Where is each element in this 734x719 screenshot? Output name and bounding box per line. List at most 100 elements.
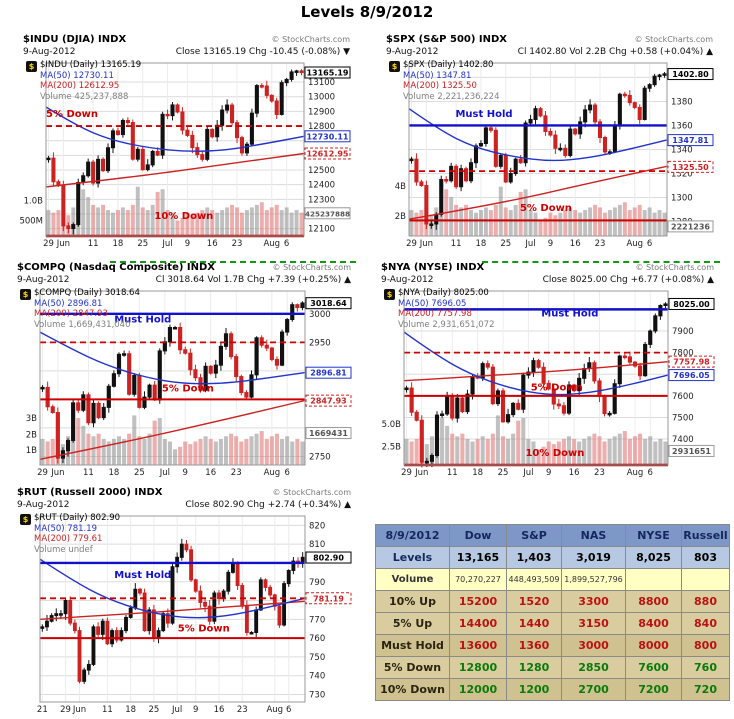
- stockcharts-watermark-icon: $: [20, 289, 31, 300]
- svg-text:18: 18: [113, 239, 124, 249]
- level-label: Must Hold: [114, 314, 171, 325]
- level-value: [681, 568, 730, 591]
- svg-text:Aug: Aug: [263, 239, 280, 249]
- row-label: 5% Up: [375, 612, 450, 635]
- svg-text:Jun: Jun: [50, 468, 64, 478]
- chart-header: $SPX (S&P 500) INDX © StockCharts.com 9-…: [383, 33, 716, 59]
- svg-text:4B: 4B: [395, 182, 406, 192]
- chart-plot-area: Must Hold 5% Down 10% Down 7900 7800 7600 7500…: [378, 287, 717, 478]
- chart-header: $INDU (DJIA) INDX © StockCharts.com 9-Au…: [20, 33, 353, 59]
- svg-text:16: 16: [569, 468, 580, 478]
- svg-text:1669431: 1669431: [309, 429, 348, 438]
- level-value: 880: [681, 590, 730, 613]
- svg-text:12500: 12500: [308, 166, 335, 176]
- candles: [404, 302, 668, 468]
- svg-text:730: 730: [309, 690, 325, 700]
- level-value: [625, 568, 682, 591]
- chart-indu: $INDU (DJIA) INDX © StockCharts.com 9-Au…: [20, 33, 353, 249]
- level-value: 3300: [561, 590, 626, 613]
- level-label: 5% Down: [46, 109, 98, 120]
- svg-text:8025.00: 8025.00: [673, 300, 710, 309]
- svg-text:1325.50: 1325.50: [672, 163, 709, 172]
- svg-text:7900: 7900: [672, 327, 694, 337]
- svg-text:29: 29: [37, 468, 48, 478]
- svg-text:750: 750: [309, 653, 325, 663]
- svg-text:18: 18: [472, 468, 483, 478]
- svg-text:9: 9: [183, 468, 188, 478]
- chart-symbol: $RUT (Russell 2000) INDX: [17, 487, 163, 498]
- svg-text:18: 18: [108, 468, 119, 478]
- right-axis-labels: 7900 7800 7600 7500 7400: [672, 327, 694, 445]
- candles: [46, 69, 304, 235]
- svg-text:7757.98: 7757.98: [673, 358, 710, 367]
- level-value: 720: [681, 678, 730, 701]
- svg-text:Jun: Jun: [414, 468, 428, 478]
- table-row: Volume 70,270,227 448,493,509 1,899,527,796: [375, 568, 730, 591]
- chart-stats: Close 802.90 Chg +2.74 (+0.34%) ▲: [185, 500, 351, 510]
- chart-date: 9-Aug-2012: [23, 47, 76, 57]
- level-value: 800: [681, 634, 730, 657]
- svg-text:12730.11: 12730.11: [306, 132, 348, 141]
- chart-symbol: $INDU (DJIA) INDX: [23, 34, 127, 45]
- left-axis-labels: 3B 2B 1B: [26, 414, 37, 456]
- svg-text:6: 6: [284, 468, 289, 478]
- level-value: 8400: [625, 612, 682, 635]
- chart-symbol: $SPX (S&P 500) INDX: [386, 34, 508, 45]
- svg-text:Aug: Aug: [626, 239, 643, 249]
- svg-text:21: 21: [37, 705, 48, 715]
- svg-text:802.90: 802.90: [313, 554, 344, 563]
- svg-text:25: 25: [137, 239, 148, 249]
- last-value-boxes: 8025.00 7757.98 7696.05 2931651: [668, 297, 715, 457]
- ma200-line: [39, 399, 306, 460]
- stockcharts-credit: © StockCharts.com: [634, 35, 713, 44]
- svg-text:820: 820: [309, 521, 325, 531]
- svg-text:25: 25: [500, 239, 511, 249]
- svg-text:790: 790: [309, 578, 325, 588]
- svg-text:760: 760: [309, 634, 325, 644]
- ma200-line: [403, 361, 669, 382]
- last-value-boxes: 13165.19 12730.11 12612.95 425237888: [304, 66, 351, 220]
- chart-symbol: $NYA (NYSE) INDX: [381, 262, 485, 273]
- svg-text:2896.81: 2896.81: [310, 369, 347, 378]
- table-row: Must Hold 13600 1360 3000 8000 800: [375, 634, 730, 657]
- svg-text:Aug: Aug: [264, 468, 281, 478]
- svg-text:12100: 12100: [308, 225, 335, 235]
- compq-svg: Must Hold 5% Down 3000 2950 2750 3018.64 2896.…: [26, 290, 352, 478]
- level-label: 5% Down: [162, 383, 214, 394]
- level-label: 5% Down: [531, 382, 583, 393]
- stockcharts-credit: © StockCharts.com: [272, 263, 351, 272]
- svg-text:1320: 1320: [671, 170, 693, 180]
- row-label: 5% Down: [375, 656, 450, 679]
- column-header: Dow: [449, 524, 507, 547]
- chart-header: $RUT (Russell 2000) INDX © StockCharts.c…: [14, 486, 354, 512]
- chart-date: 9-Aug-2012: [17, 500, 70, 510]
- svg-text:2.5B: 2.5B: [382, 443, 402, 453]
- svg-text:425237888: 425237888: [305, 209, 350, 218]
- row-label: Volume: [375, 568, 450, 591]
- svg-text:6: 6: [284, 239, 289, 249]
- column-header: NYSE: [625, 524, 682, 547]
- svg-text:1380: 1380: [671, 97, 693, 107]
- ma200-line: [45, 152, 305, 188]
- svg-text:1.0B: 1.0B: [24, 197, 44, 207]
- svg-text:9: 9: [185, 239, 190, 249]
- svg-text:13165.19: 13165.19: [306, 69, 348, 78]
- svg-text:Aug: Aug: [627, 468, 644, 478]
- svg-text:1300: 1300: [671, 194, 693, 204]
- svg-text:16: 16: [570, 239, 581, 249]
- nya-svg: Must Hold 5% Down 10% Down 7900 7800 7600 7500…: [382, 290, 715, 478]
- last-value-boxes: 3018.64 2896.81 2847.93 1669431: [305, 297, 352, 440]
- stockcharts-watermark-icon: $: [384, 289, 395, 300]
- svg-text:7600: 7600: [672, 392, 694, 402]
- level-value: 1280: [506, 656, 562, 679]
- table-row: 10% Up 15200 1520 3300 8800 880: [375, 590, 730, 613]
- left-axis-labels: 5.0B 2.5B: [382, 420, 402, 453]
- svg-text:2847.93: 2847.93: [310, 397, 346, 406]
- svg-text:Jul: Jul: [522, 468, 533, 478]
- svg-text:5.0B: 5.0B: [382, 420, 402, 430]
- chart-spx: $SPX (S&P 500) INDX © StockCharts.com 9-…: [383, 33, 716, 249]
- left-axis-labels: 1.0B 500M: [20, 197, 43, 227]
- x-axis-labels: 29 Jun 11 18 25 Jul 9 16 23 Aug 6: [406, 239, 652, 249]
- svg-text:2B: 2B: [26, 431, 37, 441]
